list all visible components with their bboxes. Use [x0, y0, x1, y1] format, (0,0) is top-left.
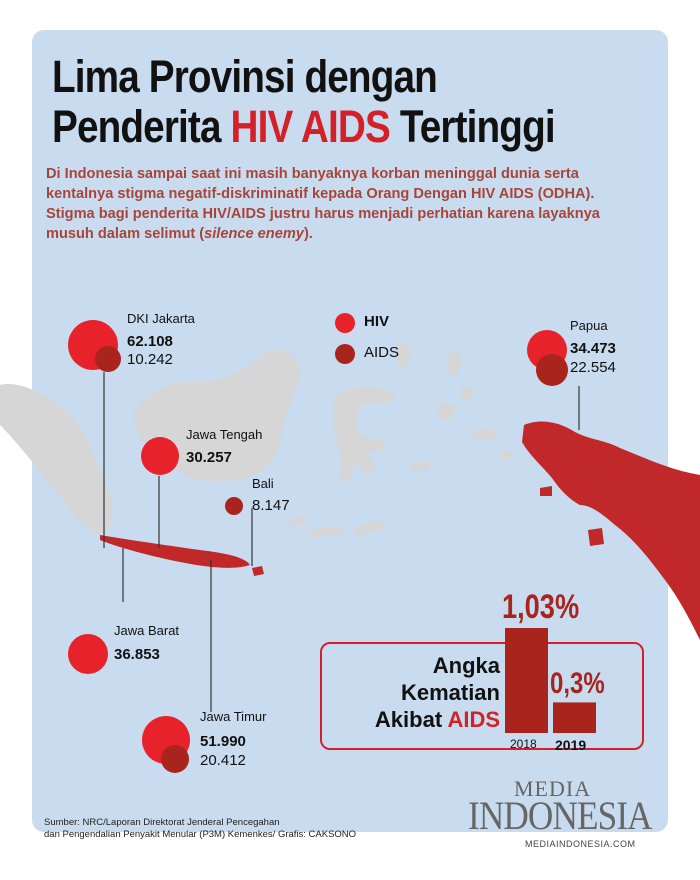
jateng-hiv-value: 30.257 — [186, 449, 232, 466]
title-line-2-post: Tertinggi — [389, 101, 556, 152]
source-note: Sumber: NRC/Laporan Direktorat Jenderal … — [44, 817, 356, 841]
bali-name: Bali — [252, 476, 274, 491]
title-line-2-pre: Penderita — [52, 101, 231, 152]
legend-aids-label: AIDS — [364, 344, 400, 361]
mortality-bar-2019 — [553, 702, 596, 733]
intro-text: Di Indonesia sampai saat ini masih banya… — [46, 166, 600, 242]
title-line-1: Lima Provinsi dengan — [52, 51, 438, 102]
mortality-title-highlight: AIDS — [447, 707, 500, 732]
mortality-title-2: Kematian — [400, 680, 500, 705]
bubble-jabar-hiv — [68, 634, 108, 674]
legend-hiv-dot — [335, 313, 355, 333]
dki-name: DKI Jakarta — [127, 311, 195, 326]
logo-url: MEDIAINDONESIA.COM — [525, 839, 636, 849]
dki-aids-value: 10.242 — [127, 351, 173, 368]
papua-name: Papua — [570, 318, 608, 333]
papua-hiv-value: 34.473 — [570, 340, 616, 357]
source-line-2: dan Pengendalian Penyakit Menular (P3M) … — [44, 829, 357, 840]
bubble-bali-aids — [225, 497, 243, 515]
bubble-jateng-hiv — [141, 437, 179, 475]
jateng-name: Jawa Tengah — [186, 427, 263, 442]
bubble-jatim-aids — [161, 745, 189, 773]
bar-year-2018: 2018 — [510, 737, 537, 751]
title-highlight: HIV AIDS — [230, 101, 391, 152]
bubble-papua-aids — [536, 354, 568, 386]
island-bali — [252, 566, 264, 576]
mortality-title-1: Angka — [432, 653, 500, 678]
intro-paragraph: Di Indonesia sampai saat ini masih banya… — [46, 164, 646, 244]
bar-label-2019: 0,3% — [550, 667, 605, 701]
mortality-title-3-pre: Akibat — [374, 707, 448, 732]
island-java — [100, 535, 250, 568]
intro-italic: silence enemy — [204, 226, 304, 242]
legend-hiv-label: HIV — [364, 313, 390, 330]
bubble-dki-aids — [95, 346, 121, 372]
jatim-hiv-value: 51.990 — [200, 733, 246, 750]
jabar-hiv-value: 36.853 — [114, 646, 160, 663]
mortality-title-3: Akibat AIDS — [375, 707, 500, 733]
bali-aids-value: 8.147 — [252, 497, 290, 514]
island-sulawesi — [333, 386, 395, 482]
island-papua — [522, 421, 700, 640]
jabar-name: Jawa Barat — [114, 623, 180, 638]
jatim-name: Jawa Timur — [200, 709, 267, 724]
intro-end: ). — [303, 226, 313, 242]
bar-label-2018: 1,03% — [502, 588, 580, 626]
island-sumatra — [0, 384, 113, 535]
bar-year-2019: 2019 — [555, 737, 587, 753]
papua-aids-value: 22.554 — [570, 359, 616, 376]
mortality-bar-2018 — [505, 628, 548, 733]
title-line-2: Penderita HIV AIDS Tertinggi — [52, 101, 556, 152]
logo-media: MEDIA — [514, 776, 592, 801]
logo-indonesia: INDONESIA — [468, 793, 653, 838]
dki-hiv-value: 62.108 — [127, 333, 173, 350]
source-line-1: Sumber: NRC/Laporan Direktorat Jenderal … — [44, 817, 280, 828]
jatim-aids-value: 20.412 — [200, 752, 246, 769]
legend-aids-dot — [335, 344, 355, 364]
